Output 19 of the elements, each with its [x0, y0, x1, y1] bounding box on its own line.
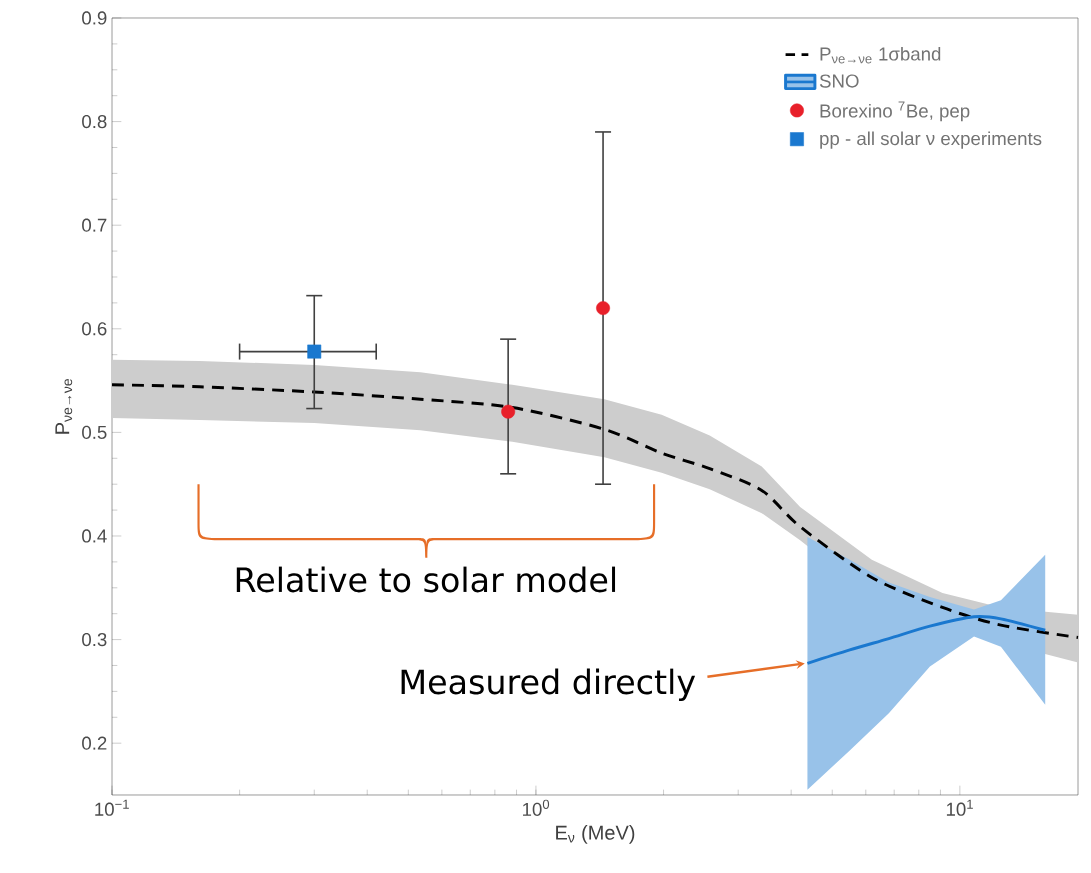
- y-tick-label: 0.6: [82, 322, 107, 336]
- annotation: Measured directly: [401, 668, 696, 701]
- y-tick-label: 0.8: [82, 114, 107, 129]
- y-axis-title: P$_{νe→νe}$: [55, 379, 73, 434]
- annotation: Relative to solar model: [236, 566, 616, 593]
- x-tick-label: 10$^{1}$: [946, 799, 973, 816]
- legend-label: P$_{νe→νe}$ 1σband: [820, 46, 941, 64]
- legend-label: pp - all solar ν experiments: [820, 131, 1042, 149]
- legend-label: SNO: [819, 74, 859, 88]
- x-tick-label: 10$^{0}$: [523, 799, 550, 816]
- y-tick-label: 0.4: [82, 529, 107, 543]
- y-tick-label: 0.9: [82, 11, 107, 25]
- y-tick-label: 0.3: [82, 632, 107, 647]
- y-tick-label: 0.7: [82, 218, 107, 232]
- y-tick-label: 0.2: [82, 736, 107, 750]
- legend-label: Borexino $^{7}$Be, pep: [820, 101, 970, 122]
- x-tick-label: 10$^{−1}$: [95, 799, 129, 816]
- x-axis-title: E$_{ν}$ (MeV): [556, 825, 635, 844]
- y-tick-label: 0.5: [82, 425, 107, 439]
